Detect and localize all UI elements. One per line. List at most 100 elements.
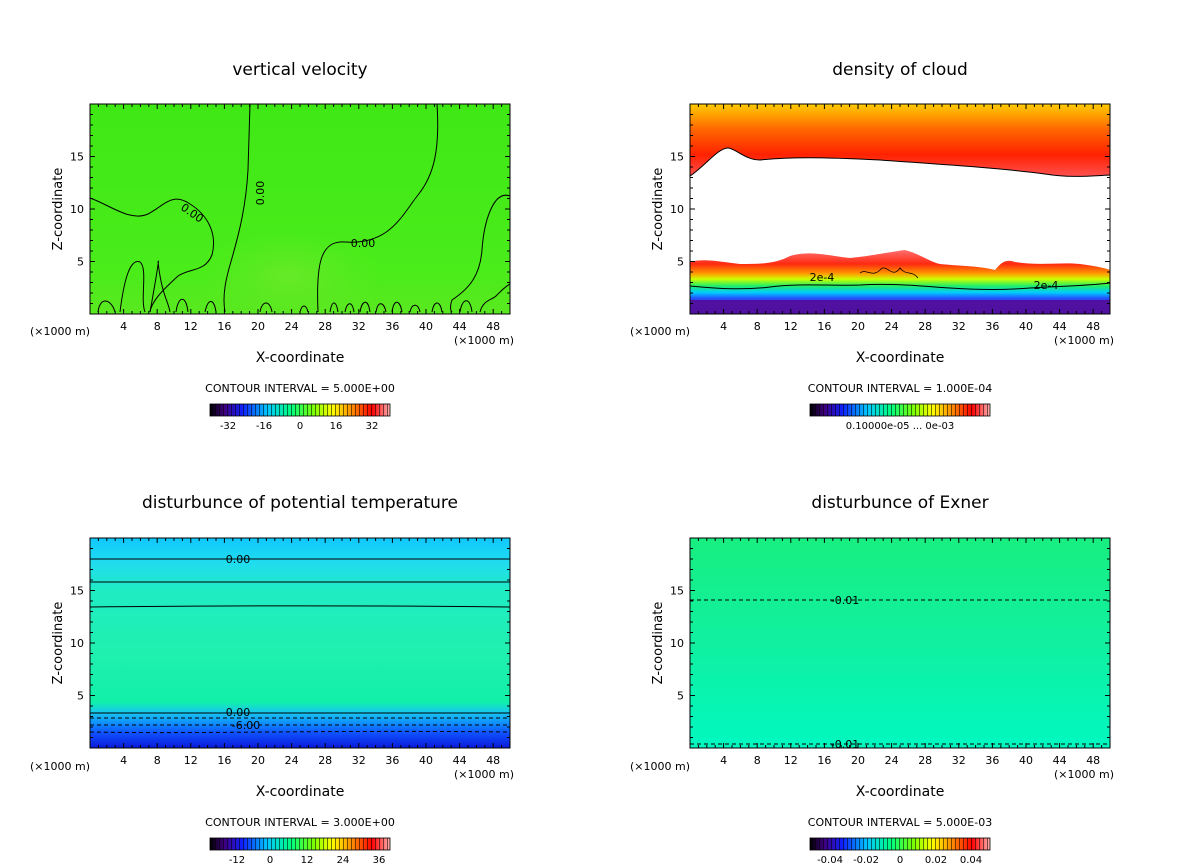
colorbar-tick-label: 36 [373,855,386,866]
x-unit-right: (×1000 m) [454,768,514,781]
colorbar-tick-label: 32 [366,421,379,432]
x-tick-label: 8 [154,754,161,767]
colorbar-tick-label: -12 [229,855,245,866]
x-tick-label: 8 [754,320,761,333]
cloud-lower-layer [690,300,1110,314]
x-tick-label: 36 [985,754,999,767]
x-tick-label: 32 [352,320,366,333]
x-tick-label: 4 [120,320,127,333]
contour-lines [89,103,511,313]
x-unit-right: (×1000 m) [1054,334,1114,347]
plot-area [200,230,380,320]
x-tick-label: 16 [217,754,231,767]
x-tick-label: 20 [251,320,265,333]
y-tick-label: 5 [677,256,684,269]
x-unit-left: (×1000 m) [630,325,690,338]
colorbar-tick-label: 0.10000e-05 ... 0e-03 [846,421,955,432]
x-tick-label: 4 [720,754,727,767]
contour-label: 0.00 [226,553,251,566]
x-tick-label: 16 [817,320,831,333]
colorbar-tick-label: 0.04 [960,855,982,866]
x-axis-label: X-coordinate [256,784,345,800]
x-tick-label: 32 [952,754,966,767]
x-axis-label: X-coordinate [856,784,945,800]
x-tick-label: 16 [217,320,231,333]
contour-interval: CONTOUR INTERVAL = 3.000E+00 [205,816,395,829]
x-tick-label: 36 [385,754,399,767]
chart-title: disturbunce of Exner [811,493,988,513]
colorbar-tick-label: 0 [297,421,303,432]
y-tick-label: 15 [670,585,684,598]
panel-density-of-cloud: density of cloud 2e-4 2e-4 4 8 12 16 20 24 28 3… [630,60,1114,432]
x-tick-label: 24 [885,754,899,767]
x-tick-label: 24 [885,320,899,333]
x-tick-label: 28 [918,320,932,333]
panel-exner: disturbunce of Exner -0.01 -0.01 4 8 12 16 2… [630,493,1114,866]
y-axis-label: Z-coordinate [651,602,666,685]
x-tick-label: 16 [817,754,831,767]
contour-label: -0.01 [831,594,859,607]
x-tick-label: 44 [453,754,467,767]
contour-label: 0.00 [254,181,267,206]
contour-line [97,260,511,313]
contour-line [89,605,511,608]
colorbar [809,837,991,851]
cloud-upper-band [690,104,1110,177]
y-axis-label: Z-coordinate [651,168,666,251]
colorbar-tick-label: 24 [337,855,350,866]
x-unit-left: (×1000 m) [30,325,90,338]
colorbar-tick-label: -32 [220,421,236,432]
x-tick-label: 24 [285,320,299,333]
contour-label: 0.00 [351,237,376,250]
colorbar-tick-label: -0.04 [817,855,843,866]
panel-potential-temperature: disturbunce of potential temperature 0.0… [30,493,514,866]
contour-label: 0.00 [226,706,251,719]
contour-interval: CONTOUR INTERVAL = 5.000E-03 [808,816,992,829]
contour-line [450,194,511,313]
x-tick-label: 40 [1019,754,1033,767]
colorbar-tick-label: 0 [897,855,903,866]
x-tick-label: 32 [352,754,366,767]
x-tick-label: 4 [120,754,127,767]
chart-title: density of cloud [832,60,968,80]
contour-label: -6.00 [232,719,260,732]
x-axis-label: X-coordinate [856,350,945,366]
y-tick-label: 15 [670,151,684,164]
x-tick-label: 8 [154,320,161,333]
y-tick-label: 10 [70,637,84,650]
x-unit-left: (×1000 m) [30,760,90,773]
y-tick-label: 5 [77,256,84,269]
contour-line [689,147,1111,177]
colorbar [209,837,391,851]
chart-title: vertical velocity [232,60,367,80]
x-tick-label: 28 [318,320,332,333]
x-tick-label: 48 [486,754,500,767]
colorbar-tick-label: 0.02 [925,855,947,866]
panel-vertical-velocity: vertical velocity 0.00 0.00 0.00 4 8 12 16 2… [30,60,514,432]
x-tick-label: 36 [385,320,399,333]
cloud-lower-layer [690,250,1110,306]
x-tick-label: 48 [1086,320,1100,333]
plot-area [90,538,510,748]
colorbar-tick-label: 16 [330,421,343,432]
y-tick-label: 5 [77,690,84,703]
contour-label: 2e-4 [1034,279,1059,292]
x-tick-label: 44 [453,320,467,333]
colorbar-tick-label: 0 [267,855,273,866]
x-tick-label: 28 [918,754,932,767]
y-tick-label: 15 [70,151,84,164]
x-tick-label: 4 [720,320,727,333]
contour-label: -0.01 [831,738,859,751]
x-tick-label: 8 [754,754,761,767]
colorbar [209,403,391,417]
x-tick-label: 12 [184,754,198,767]
y-tick-label: 10 [670,203,684,216]
colorbar [809,403,991,417]
x-tick-label: 12 [784,320,798,333]
y-tick-label: 5 [677,690,684,703]
x-tick-label: 40 [419,320,433,333]
x-tick-label: 32 [952,320,966,333]
y-tick-label: 10 [70,203,84,216]
x-unit-right: (×1000 m) [454,334,514,347]
